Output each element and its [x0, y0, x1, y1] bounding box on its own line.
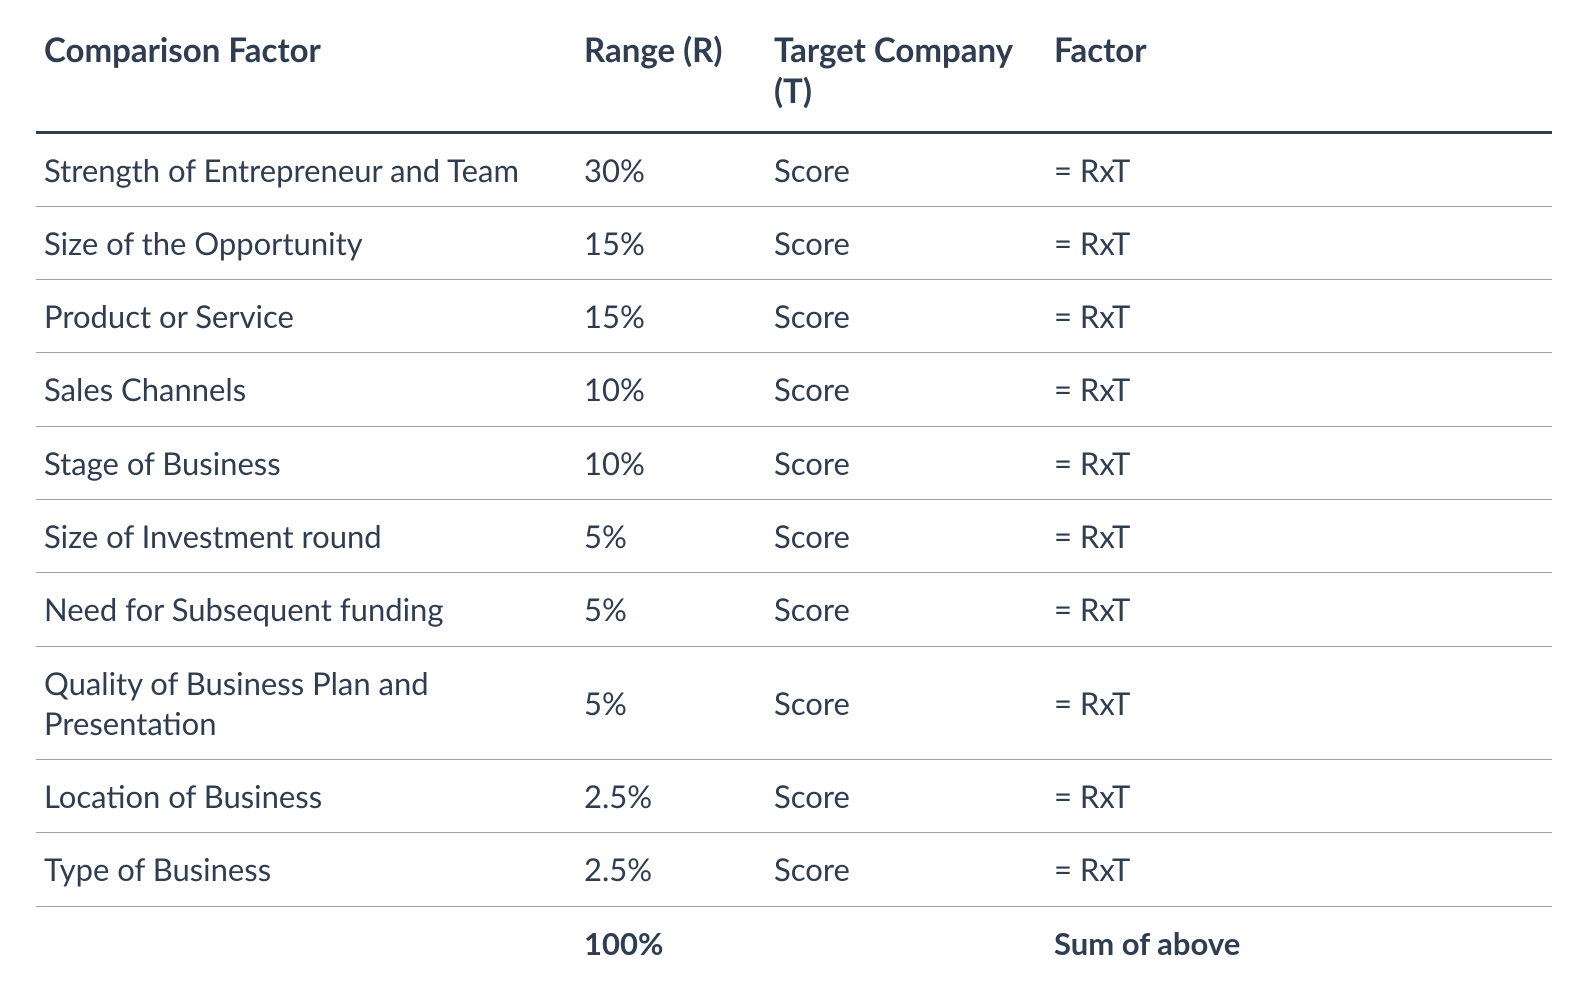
cell-range: 5% — [576, 499, 766, 572]
cell-target: Score — [766, 280, 1046, 353]
cell-range: 2.5% — [576, 760, 766, 833]
cell-range: 5% — [576, 646, 766, 760]
table-row: Strength of Entrepreneur and Team30%Scor… — [36, 132, 1552, 206]
total-range: 100% — [576, 906, 766, 979]
table-row: Type of Business2.5%Score= RxT — [36, 833, 1552, 906]
cell-factor: Product or Service — [36, 280, 576, 353]
table-header-row: Comparison Factor Range (R) Target Compa… — [36, 20, 1552, 132]
cell-range: 15% — [576, 280, 766, 353]
cell-target: Score — [766, 646, 1046, 760]
cell-target: Score — [766, 206, 1046, 279]
table-row: Location of Business2.5%Score= RxT — [36, 760, 1552, 833]
cell-range: 15% — [576, 206, 766, 279]
cell-range: 30% — [576, 132, 766, 206]
cell-target: Score — [766, 760, 1046, 833]
cell-factor: Size of the Opportunity — [36, 206, 576, 279]
table-row: Sales Channels10%Score= RxT — [36, 353, 1552, 426]
cell-range: 5% — [576, 573, 766, 646]
cell-calc: = RxT — [1046, 833, 1552, 906]
cell-target: Score — [766, 426, 1046, 499]
comparison-table: Comparison Factor Range (R) Target Compa… — [36, 20, 1552, 979]
cell-target: Score — [766, 132, 1046, 206]
table-row: Stage of Business10%Score= RxT — [36, 426, 1552, 499]
table-row: Need for Subsequent funding5%Score= RxT — [36, 573, 1552, 646]
table-row: Size of Investment round5%Score= RxT — [36, 499, 1552, 572]
col-header-target-company: Target Company (T) — [766, 20, 1046, 132]
table-total-row: 100% Sum of above — [36, 906, 1552, 979]
cell-target: Score — [766, 499, 1046, 572]
cell-target: Score — [766, 833, 1046, 906]
cell-factor: Need for Subsequent funding — [36, 573, 576, 646]
table-row: Size of the Opportunity15%Score= RxT — [36, 206, 1552, 279]
cell-factor: Quality of Business Plan and Presentatio… — [36, 646, 576, 760]
cell-factor: Stage of Business — [36, 426, 576, 499]
cell-range: 10% — [576, 426, 766, 499]
col-header-comparison-factor: Comparison Factor — [36, 20, 576, 132]
cell-factor: Strength of Entrepreneur and Team — [36, 132, 576, 206]
cell-calc: = RxT — [1046, 760, 1552, 833]
cell-range: 2.5% — [576, 833, 766, 906]
total-empty-1 — [36, 906, 576, 979]
cell-calc: = RxT — [1046, 280, 1552, 353]
col-header-range: Range (R) — [576, 20, 766, 132]
col-header-factor: Factor — [1046, 20, 1552, 132]
cell-target: Score — [766, 353, 1046, 426]
cell-calc: = RxT — [1046, 426, 1552, 499]
total-empty-2 — [766, 906, 1046, 979]
cell-range: 10% — [576, 353, 766, 426]
cell-calc: = RxT — [1046, 132, 1552, 206]
table-row: Quality of Business Plan and Presentatio… — [36, 646, 1552, 760]
cell-factor: Location of Business — [36, 760, 576, 833]
cell-factor: Sales Channels — [36, 353, 576, 426]
cell-calc: = RxT — [1046, 646, 1552, 760]
cell-factor: Type of Business — [36, 833, 576, 906]
cell-factor: Size of Investment round — [36, 499, 576, 572]
total-sum: Sum of above — [1046, 906, 1552, 979]
cell-calc: = RxT — [1046, 353, 1552, 426]
cell-calc: = RxT — [1046, 499, 1552, 572]
cell-target: Score — [766, 573, 1046, 646]
table-container: Comparison Factor Range (R) Target Compa… — [0, 0, 1588, 999]
cell-calc: = RxT — [1046, 206, 1552, 279]
cell-calc: = RxT — [1046, 573, 1552, 646]
table-row: Product or Service15%Score= RxT — [36, 280, 1552, 353]
